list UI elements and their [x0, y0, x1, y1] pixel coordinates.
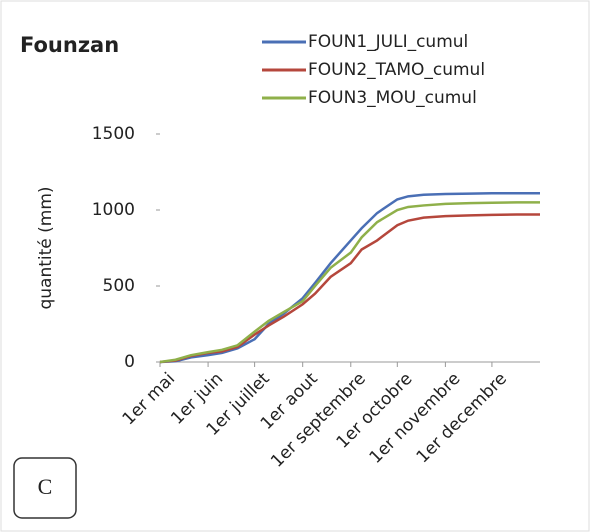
chart-title: Founzan: [20, 33, 119, 57]
y-axis-label: quantité (mm): [36, 186, 56, 309]
y-tick-label: 500: [103, 276, 135, 296]
legend-label: FOUN3_MOU_cumul: [308, 88, 477, 108]
series-line: [159, 192, 540, 364]
panel-label: C: [38, 474, 53, 499]
legend-label: FOUN1_JULI_cumul: [308, 32, 468, 52]
legend-label: FOUN2_TAMO_cumul: [308, 60, 485, 80]
y-tick-label: 0: [124, 352, 135, 372]
series-line: [159, 201, 540, 364]
y-tick-label: 1000: [92, 200, 135, 220]
y-tick-label: 1500: [92, 124, 135, 144]
panel-box: [13, 457, 77, 519]
series-line: [159, 213, 540, 364]
